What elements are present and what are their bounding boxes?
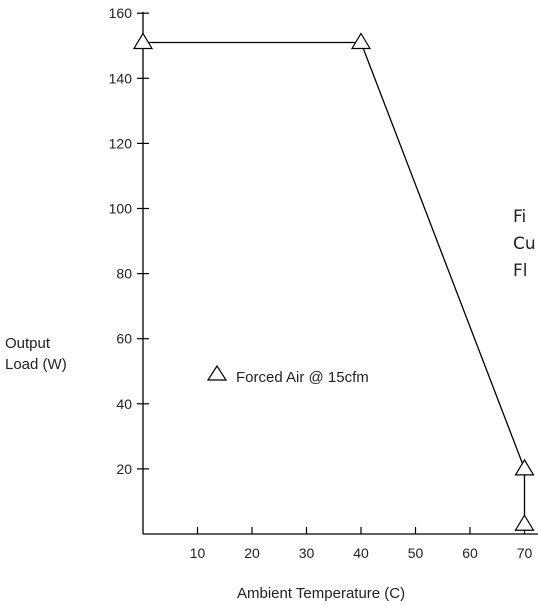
x-tick-label: 60 [462,545,478,561]
x-tick-label: 30 [299,545,315,561]
y-tick-label: 20 [116,461,132,477]
data-point-marker [132,32,154,50]
y-tick-label: 120 [109,135,133,151]
side-text-line-3: Fl [513,261,528,281]
data-point-marker [514,458,535,476]
axes [142,12,538,535]
y-tick-label: 80 [116,266,132,282]
y-tick-label: 100 [109,201,133,217]
side-text-line-2: Cu [513,234,536,254]
y-tick-label: 160 [109,5,133,21]
y-tick-label: 40 [116,396,132,412]
x-tick-label: 10 [190,545,206,561]
series-line [143,41,526,525]
side-text-line-1: Fi [513,207,526,227]
y-axis-title-line-2: Load (W) [5,356,67,373]
x-tick-label: 70 [517,545,533,561]
data-point-marker [350,32,372,50]
x-axis-title: Ambient Temperature (C) [237,585,405,602]
y-ticks: 20 40 60 80 100 120 140 160 [109,5,149,477]
data-point-marker [514,514,535,531]
x-tick-label: 50 [408,545,424,561]
legend-marker-triangle [206,364,228,381]
x-tick-label: 20 [244,545,260,561]
x-ticks: 10 20 30 40 50 60 70 [190,527,533,561]
side-caption: Fi Cu Fl [513,207,536,281]
x-tick-label: 40 [353,545,369,561]
y-tick-label: 60 [116,331,132,347]
series-layer [132,32,535,531]
legend: Forced Air @ 15cfm [206,364,369,386]
y-tick-label: 140 [109,70,133,86]
y-axis-title-line-1: Output [5,335,51,352]
legend-label: Forced Air @ 15cfm [236,369,369,386]
